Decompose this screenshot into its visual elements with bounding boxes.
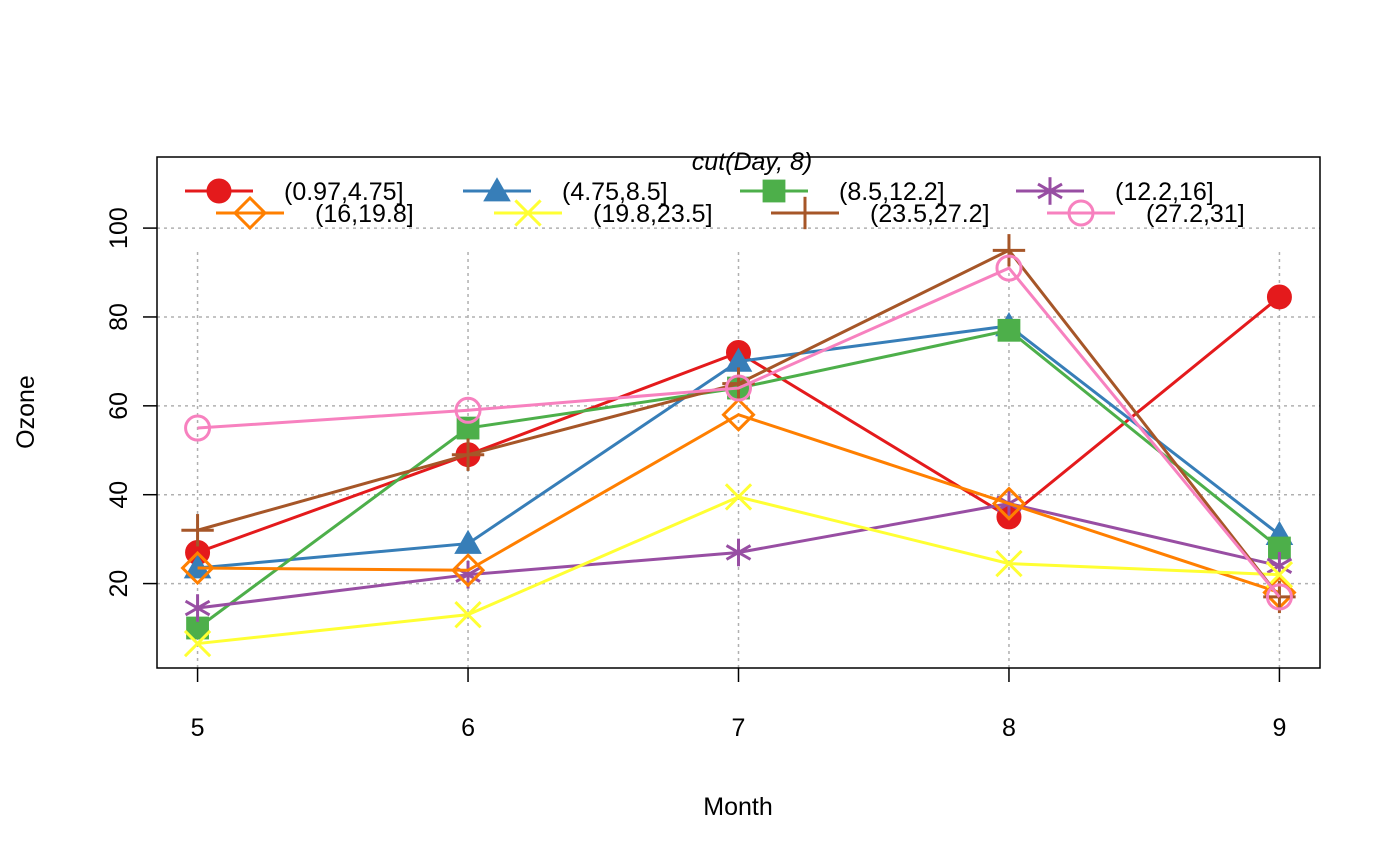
point-marker xyxy=(762,179,786,203)
legend-item: (23.5,27.2] xyxy=(771,196,990,230)
series-line xyxy=(197,266,1281,598)
point-marker xyxy=(724,347,753,372)
point-marker xyxy=(206,178,232,204)
point-marker xyxy=(725,374,752,402)
x-axis-title: Month xyxy=(703,793,772,821)
x-tick-label: 5 xyxy=(191,714,205,742)
x-tick-label: 8 xyxy=(1002,714,1016,742)
legend-item: (8.5,12.2] xyxy=(740,178,945,206)
y-tick-label: 100 xyxy=(105,207,133,249)
grid-layer xyxy=(157,227,1320,668)
point-marker xyxy=(997,318,1021,342)
x-tick-label: 7 xyxy=(732,714,746,742)
legend-item: (0.97,4.75] xyxy=(185,178,404,206)
point-marker xyxy=(992,234,1026,267)
series-layer xyxy=(180,234,1297,658)
point-marker xyxy=(184,414,212,442)
legend-item: (19.8,23.5] xyxy=(494,199,713,228)
axis-layer: 5 6 7 8 9 20 40 60 80 100 xyxy=(105,207,1286,742)
series-line xyxy=(197,295,1281,554)
point-marker xyxy=(451,438,485,471)
legend-item: (16,19.8] xyxy=(216,195,414,231)
y-tick-label: 60 xyxy=(105,392,133,420)
legend-label: (16,19.8] xyxy=(315,200,414,228)
point-marker xyxy=(454,396,482,424)
point-marker xyxy=(1037,177,1063,205)
y-tick-label: 80 xyxy=(105,303,133,331)
point-marker xyxy=(514,199,542,227)
y-tick-label: 40 xyxy=(105,481,133,509)
legend-label: (8.5,12.2] xyxy=(839,178,945,206)
y-axis-title: Ozone xyxy=(12,375,40,449)
x-tick-label: 9 xyxy=(1272,714,1286,742)
point-marker xyxy=(788,196,822,230)
legend-label: (12.2,16] xyxy=(1115,178,1214,206)
legend-item: (4.75,8.5] xyxy=(463,177,668,206)
legend-label: (19.8,23.5] xyxy=(593,200,713,228)
y-tick-label: 20 xyxy=(105,570,133,598)
legend-item: (12.2,16] xyxy=(1016,177,1214,206)
series-line xyxy=(197,413,1280,594)
series-2 xyxy=(183,312,1294,579)
point-marker xyxy=(186,616,209,640)
point-marker xyxy=(1265,561,1294,589)
point-marker xyxy=(181,514,214,547)
point-marker xyxy=(991,486,1027,521)
point-marker xyxy=(184,594,211,622)
point-marker xyxy=(725,538,752,567)
point-marker xyxy=(1266,284,1292,310)
point-marker xyxy=(454,601,482,629)
point-marker xyxy=(1265,583,1293,611)
point-marker xyxy=(232,195,268,231)
legend-title: cut(Day, 8) xyxy=(692,148,812,176)
legend-label: (4.75,8.5] xyxy=(562,178,668,206)
legend-label: (27.2,31] xyxy=(1146,200,1245,228)
point-marker xyxy=(995,254,1023,282)
point-marker xyxy=(1067,199,1095,227)
series-8 xyxy=(184,254,1293,611)
point-marker xyxy=(450,553,486,588)
series-6 xyxy=(183,483,1294,658)
point-marker xyxy=(183,629,212,658)
point-marker xyxy=(724,483,753,511)
point-marker xyxy=(1268,536,1291,560)
point-marker xyxy=(180,550,215,586)
legend-label: (23.5,27.2] xyxy=(870,200,990,228)
point-marker xyxy=(183,554,212,579)
point-marker xyxy=(483,177,511,202)
point-marker xyxy=(995,549,1023,578)
point-marker xyxy=(454,529,482,554)
point-marker xyxy=(721,397,756,432)
legend: cut(Day, 8) (0.97,4.75] (4.75,8.5] (8.5,12… xyxy=(185,148,1245,231)
legend-item: (27.2,31] xyxy=(1047,199,1245,228)
legend-label: (0.97,4.75] xyxy=(284,178,404,206)
x-tick-label: 6 xyxy=(461,714,475,742)
